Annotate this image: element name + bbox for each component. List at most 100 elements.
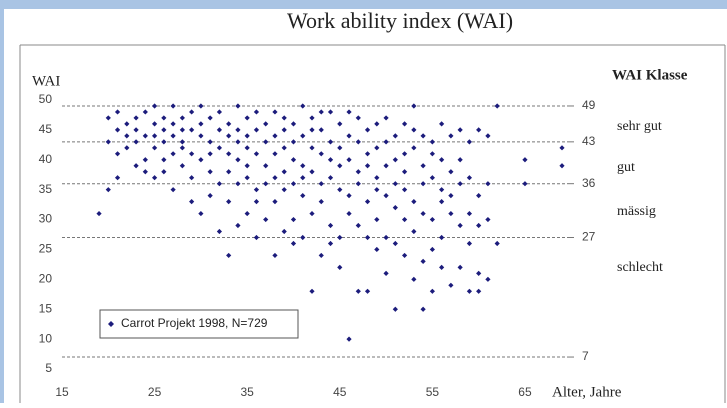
- point: [522, 157, 528, 163]
- point: [189, 127, 195, 133]
- point: [105, 139, 111, 145]
- point: [337, 234, 343, 241]
- point: [207, 139, 213, 145]
- point: [457, 181, 463, 187]
- reference-label: 36: [582, 176, 596, 190]
- point: [411, 145, 417, 151]
- point: [105, 187, 111, 193]
- point: [244, 175, 250, 181]
- point: [198, 210, 204, 217]
- point: [466, 288, 473, 294]
- point: [124, 133, 130, 139]
- point: [448, 169, 454, 175]
- point: [253, 187, 260, 193]
- point: [364, 199, 371, 205]
- point: [383, 270, 389, 276]
- point: [281, 115, 287, 121]
- point: [114, 151, 121, 157]
- point: [355, 115, 361, 121]
- y-axis-label: WAI: [32, 73, 60, 89]
- point: [429, 139, 435, 145]
- point: [290, 240, 297, 247]
- point: [392, 306, 398, 312]
- point: [105, 115, 111, 121]
- point: [226, 151, 232, 157]
- point: [281, 169, 287, 175]
- point: [346, 336, 352, 342]
- point: [151, 145, 158, 151]
- point: [235, 157, 241, 163]
- point: [411, 127, 417, 133]
- point: [383, 163, 389, 169]
- point: [300, 163, 306, 169]
- point: [374, 216, 380, 223]
- legend-label: Carrot Projekt 1998, N=729: [121, 316, 268, 330]
- point: [189, 109, 195, 115]
- point: [485, 133, 491, 139]
- point: [355, 169, 361, 175]
- point: [114, 109, 121, 115]
- point: [309, 210, 315, 217]
- point: [383, 193, 389, 199]
- y-tick-label: 50: [39, 92, 53, 106]
- point: [559, 145, 565, 151]
- point: [318, 109, 324, 115]
- class-label: schlecht: [617, 260, 663, 275]
- class-label: mässig: [617, 204, 656, 219]
- chart-title: Work ability index (WAI): [287, 8, 513, 33]
- point: [327, 139, 334, 145]
- point: [235, 181, 241, 187]
- y-tick-label: 25: [39, 242, 53, 256]
- point: [309, 169, 315, 175]
- point: [290, 157, 297, 163]
- point: [244, 145, 250, 151]
- top-bar: [0, 0, 727, 9]
- point: [457, 127, 463, 133]
- point: [383, 234, 389, 241]
- point: [374, 121, 380, 127]
- point: [151, 103, 158, 109]
- point: [207, 115, 213, 121]
- point: [401, 252, 408, 259]
- point: [420, 133, 426, 139]
- point: [392, 181, 398, 187]
- point: [318, 199, 324, 205]
- point: [355, 222, 361, 229]
- x-tick-label: 55: [426, 385, 440, 399]
- point: [318, 127, 324, 133]
- point: [96, 210, 102, 217]
- point: [235, 139, 241, 145]
- point: [281, 187, 287, 193]
- point: [448, 133, 454, 139]
- point: [300, 193, 306, 199]
- point: [114, 175, 121, 181]
- point: [124, 121, 130, 127]
- class-header: WAI Klasse: [612, 67, 688, 83]
- point: [355, 181, 361, 187]
- point: [420, 258, 426, 264]
- point: [485, 276, 491, 282]
- x-tick-label: 45: [333, 385, 347, 399]
- point: [263, 163, 269, 169]
- point: [439, 199, 445, 205]
- point: [337, 121, 343, 127]
- point: [263, 216, 269, 223]
- y-tick-label: 30: [39, 212, 53, 226]
- point: [189, 199, 195, 205]
- point: [263, 139, 269, 145]
- point: [346, 133, 352, 139]
- point: [439, 264, 445, 270]
- class-label: sehr gut: [617, 119, 662, 134]
- point: [318, 181, 324, 187]
- point: [179, 145, 185, 151]
- x-tick-label: 15: [55, 385, 69, 399]
- point: [457, 264, 463, 270]
- point: [448, 210, 454, 217]
- reference-label: 27: [582, 230, 596, 244]
- point: [198, 157, 204, 163]
- point: [114, 127, 121, 133]
- point: [374, 246, 380, 253]
- point: [420, 210, 426, 217]
- point: [439, 121, 445, 127]
- point: [142, 169, 148, 175]
